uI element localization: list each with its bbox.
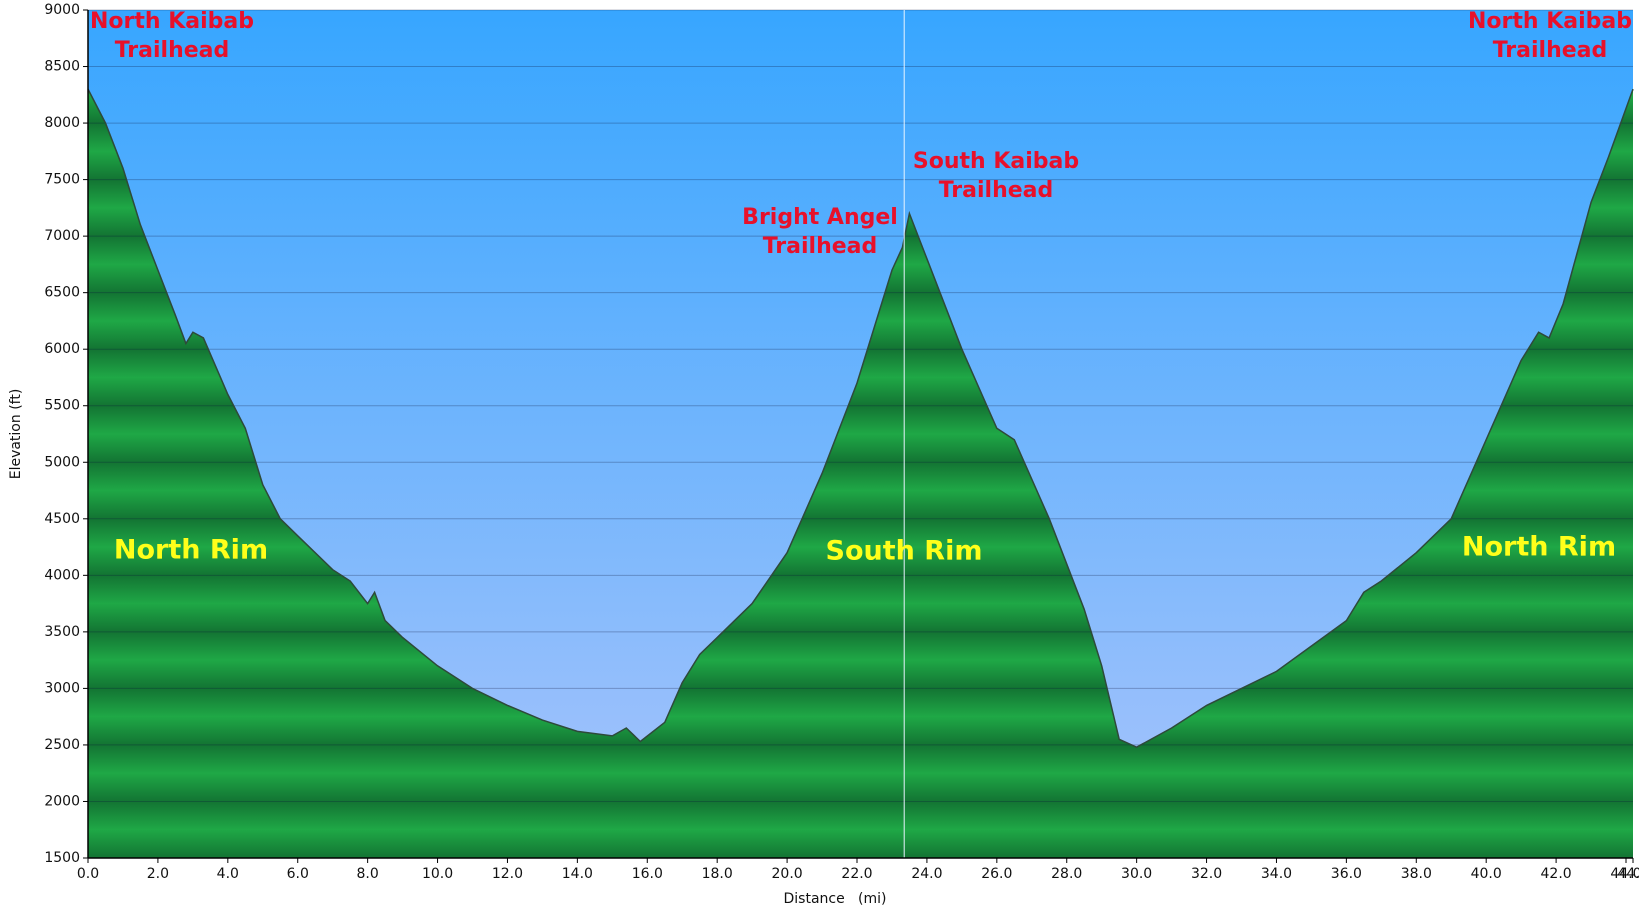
x-tick-label: 14.0: [562, 866, 593, 882]
y-tick-label: 5000: [44, 454, 80, 470]
y-tick-label: 5500: [44, 398, 80, 414]
trailhead-label: North Kaibab: [90, 9, 254, 34]
x-tick-label: 38.0: [1401, 866, 1432, 882]
x-tick-label: 18.0: [702, 866, 733, 882]
y-tick-label: 3500: [44, 624, 80, 640]
y-tick-label: 6000: [44, 341, 80, 357]
x-tick-label: 44.0: [1610, 866, 1639, 882]
y-tick-label: 9000: [44, 2, 80, 18]
y-axis-label: Elevation (ft): [8, 389, 24, 480]
trailhead-label: Trailhead: [763, 234, 878, 259]
region-label: South Rim: [826, 536, 983, 567]
x-tick-label: 40.0: [1471, 866, 1502, 882]
y-tick-label: 2500: [44, 737, 80, 753]
y-tick-label: 4000: [44, 567, 80, 583]
elevation-area: [88, 89, 1633, 859]
x-tick-label: 30.0: [1121, 866, 1152, 882]
x-tick-label: 34.0: [1261, 866, 1292, 882]
x-tick-label: 44.2: [1617, 866, 1639, 882]
x-tick-label: 20.0: [772, 866, 803, 882]
trailhead-label: Trailhead: [115, 38, 230, 63]
y-tick-label: 2000: [44, 793, 80, 809]
x-tick-label: 8.0: [357, 866, 379, 882]
x-tick-label: 10.0: [422, 866, 453, 882]
trailhead-label: North Kaibab: [1468, 9, 1632, 34]
elevation-line: [87, 88, 1634, 749]
x-tick-label: 0.0: [77, 866, 99, 882]
region-label: North Rim: [1462, 532, 1616, 563]
x-tick-label: 26.0: [981, 866, 1012, 882]
y-tick-label: 6500: [44, 285, 80, 301]
y-tick-label: 7000: [44, 228, 80, 244]
x-tick-label: 28.0: [1051, 866, 1082, 882]
x-tick-label: 42.0: [1541, 866, 1572, 882]
x-tick-label: 32.0: [1191, 866, 1222, 882]
trailhead-label: Trailhead: [1493, 38, 1608, 63]
region-label: North Rim: [114, 535, 268, 566]
x-tick-label: 12.0: [492, 866, 523, 882]
trailhead-label: South Kaibab: [913, 149, 1079, 174]
x-tick-label: 24.0: [911, 866, 942, 882]
y-tick-label: 7500: [44, 172, 80, 188]
trailhead-label: Bright Angel: [742, 205, 898, 230]
y-tick-label: 8000: [44, 115, 80, 131]
y-tick-label: 1500: [44, 850, 80, 866]
x-tick-label: 36.0: [1331, 866, 1362, 882]
x-tick-label: 6.0: [287, 866, 309, 882]
x-tick-label: 22.0: [841, 866, 872, 882]
x-tick-label: 16.0: [632, 866, 663, 882]
y-tick-label: 8500: [44, 59, 80, 75]
y-tick-label: 4500: [44, 511, 80, 527]
y-tick-label: 3000: [44, 680, 80, 696]
trailhead-label: Trailhead: [939, 178, 1054, 203]
x-axis-label: Distance (mi): [783, 891, 886, 907]
x-tick-label: 4.0: [217, 866, 239, 882]
x-tick-label: 2.0: [147, 866, 169, 882]
